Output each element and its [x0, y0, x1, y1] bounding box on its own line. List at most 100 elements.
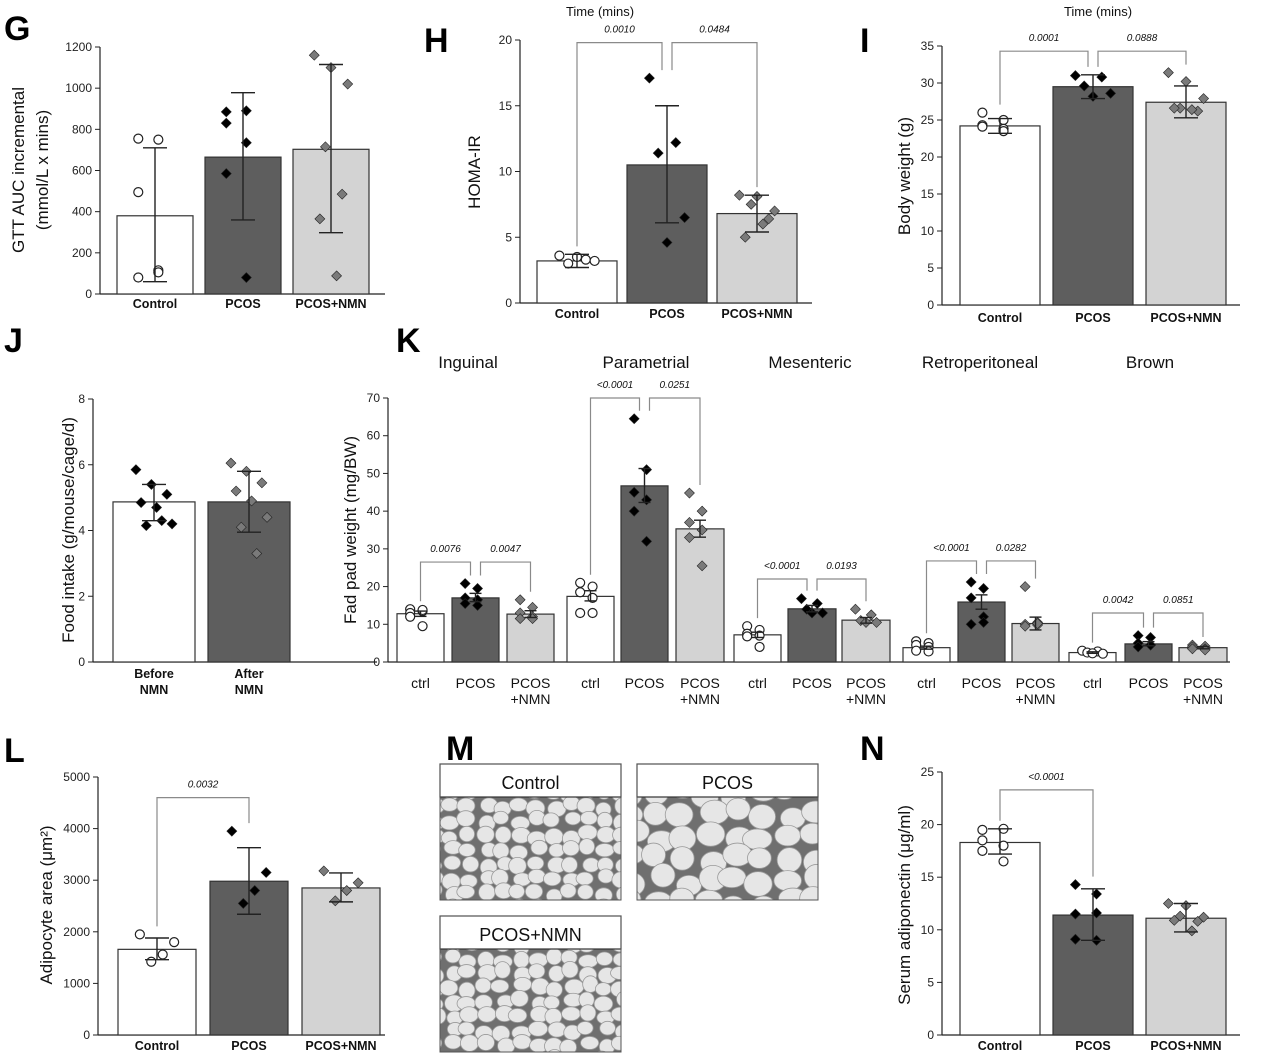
significance-bracket: [756, 578, 808, 619]
y-tick-label: 200: [72, 246, 92, 260]
data-point: [817, 607, 828, 619]
data-point: [314, 213, 326, 225]
y-tick-label: 400: [72, 205, 92, 219]
data-point: [146, 956, 157, 967]
data-point: [1078, 80, 1090, 92]
data-point: [871, 616, 882, 628]
y-tick-label: 2: [78, 589, 85, 603]
data-point: [1186, 104, 1198, 116]
category-label: ctrl: [917, 675, 936, 691]
bar: [675, 528, 725, 663]
y-tick-label: 8: [78, 392, 85, 406]
data-point: [130, 464, 142, 476]
cropped-axis-label: Time (mins): [1064, 4, 1132, 19]
y-tick-label: 0: [927, 298, 934, 312]
category-label: PCOS: [846, 675, 886, 691]
p-value-label: <0.0001: [764, 561, 800, 572]
p-value-label: <0.0001: [933, 543, 969, 554]
y-tick-label: 25: [921, 113, 935, 127]
data-point: [978, 616, 989, 628]
data-point: [643, 72, 655, 84]
panel-letter: J: [4, 322, 23, 360]
data-point: [575, 587, 586, 598]
category-label: PCOS: [1129, 675, 1169, 691]
data-point: [742, 631, 753, 642]
data-point: [1192, 915, 1204, 927]
panel-letter: L: [4, 732, 25, 770]
category-label: NMN: [235, 683, 263, 697]
data-point: [459, 578, 471, 589]
y-axis-label-line: Adipocyte area (μm²): [37, 825, 56, 984]
data-point: [652, 147, 664, 159]
category-label: PCOS: [680, 675, 720, 691]
data-point: [1186, 925, 1198, 937]
group-title: Parametrial: [603, 353, 690, 372]
data-point: [661, 237, 673, 248]
data-point: [1168, 914, 1180, 926]
data-point: [153, 134, 164, 145]
p-value-label: 0.0193: [826, 561, 857, 572]
category-label: PCOS+NMN: [1150, 1039, 1221, 1053]
significance-bracket: [985, 560, 1037, 579]
data-point: [684, 532, 695, 543]
significance-bracket: [576, 42, 663, 247]
data-point: [135, 497, 147, 508]
data-point: [754, 641, 765, 653]
data-point: [733, 189, 745, 201]
data-point: [417, 621, 428, 632]
data-point: [977, 107, 988, 118]
y-tick-label: 40: [367, 504, 381, 518]
data-point: [1180, 76, 1192, 87]
bar: [506, 613, 555, 663]
data-point: [745, 198, 757, 210]
y-tick-label: 70: [367, 391, 381, 405]
image-title: PCOS: [702, 773, 753, 793]
data-point: [226, 825, 238, 837]
y-axis-label-line: HOMA-IR: [465, 135, 484, 209]
p-value-label: 0.0010: [604, 25, 635, 36]
data-point: [769, 205, 781, 217]
data-point: [965, 592, 977, 604]
y-axis-label-line: Fad pad weight (mg/BW): [341, 436, 360, 624]
category-label: +NMN: [1015, 691, 1055, 707]
data-point: [472, 583, 483, 594]
image-title: PCOS+NMN: [479, 925, 582, 945]
significance-bracket: [1091, 612, 1145, 643]
data-point: [220, 106, 232, 118]
data-point: [684, 487, 695, 499]
data-point: [696, 560, 708, 572]
data-point: [757, 218, 769, 230]
data-point: [563, 258, 574, 269]
image-title-box: [439, 915, 622, 950]
data-point: [342, 78, 354, 90]
y-tick-label: 35: [921, 39, 935, 53]
p-value-label: 0.0042: [1103, 595, 1134, 606]
panel-letter: M: [446, 730, 474, 768]
data-point: [472, 600, 483, 611]
category-label: Control: [978, 311, 1022, 325]
y-axis-label: Adipocyte area (μm²): [37, 825, 56, 984]
data-point: [459, 598, 471, 609]
bar: [112, 501, 196, 663]
data-point: [965, 618, 977, 630]
group-title: Brown: [1126, 353, 1174, 372]
data-point: [628, 505, 640, 517]
significance-bracket: [816, 578, 867, 602]
y-tick-label: 0: [83, 1028, 90, 1042]
data-point: [850, 603, 861, 615]
p-value-label: 0.0484: [699, 25, 730, 36]
data-point: [1198, 93, 1210, 104]
data-point: [628, 486, 640, 498]
category-label: PCOS: [225, 297, 260, 311]
adipocyte-cells: [637, 797, 818, 900]
significance-bracket: [589, 397, 641, 575]
data-point: [911, 645, 922, 656]
y-tick-label: 1000: [63, 976, 90, 990]
category-label: ctrl: [411, 675, 430, 691]
data-point: [1019, 620, 1031, 632]
y-tick-label: 20: [921, 150, 935, 164]
significance-bracket: [999, 789, 1094, 877]
data-point: [998, 856, 1009, 867]
data-point: [587, 581, 598, 592]
